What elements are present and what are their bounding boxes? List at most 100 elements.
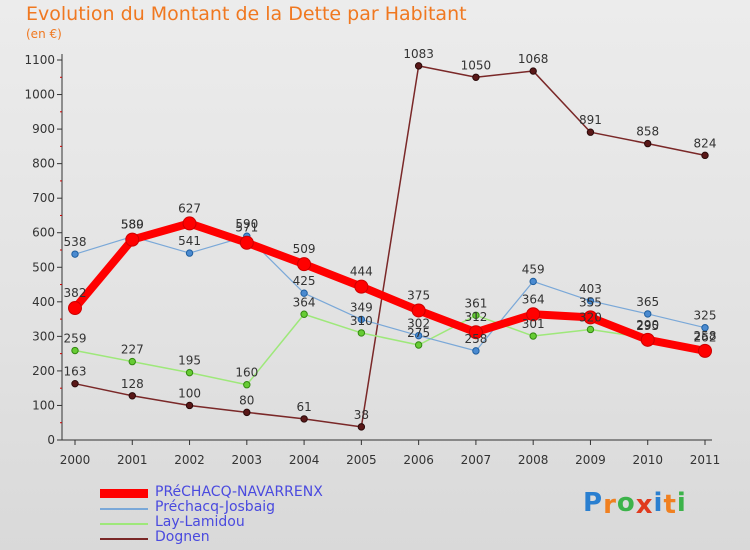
brand-letter: t (663, 490, 677, 520)
data-point (644, 139, 652, 148)
data-point (468, 325, 483, 340)
data-label: 364 (522, 292, 545, 306)
data-label: 295 (636, 319, 659, 333)
data-label: 259 (64, 332, 87, 346)
data-label: 571 (235, 221, 258, 235)
data-label: 290 (636, 318, 659, 332)
data-point (586, 297, 595, 305)
data-label: 509 (293, 242, 316, 256)
data-point (182, 216, 197, 231)
data-label: 160 (235, 366, 258, 380)
data-point (357, 423, 366, 431)
data-point (701, 324, 709, 332)
data-point (701, 151, 709, 160)
data-label: 227 (121, 343, 144, 357)
legend-swatch (100, 489, 148, 498)
y-tick-label: 1000 (24, 88, 55, 102)
data-label: 80 (239, 393, 254, 407)
data-point (411, 303, 426, 318)
series-line-2 (74, 235, 706, 352)
legend: PRéCHACQ-NAVARRENX Préchacq-Josbaig Lay-… (100, 484, 400, 546)
data-label: 403 (579, 282, 602, 296)
data-point (472, 311, 480, 319)
x-tick-label: 2000 (60, 453, 91, 467)
series-line-3 (71, 219, 706, 355)
brand-letter: i (653, 488, 664, 518)
data-point (354, 279, 369, 294)
data-label: 382 (64, 286, 87, 300)
x-tick-label: 2010 (632, 453, 663, 467)
data-point (414, 62, 423, 70)
data-label: 163 (64, 365, 87, 379)
data-point (529, 332, 537, 340)
data-point (71, 379, 79, 388)
x-tick-label: 2004 (289, 453, 320, 467)
data-point (586, 325, 595, 334)
y-tick-label: 1100 (24, 53, 55, 67)
data-point (243, 381, 251, 389)
data-point (239, 235, 254, 250)
data-point (414, 341, 423, 349)
data-label: 312 (464, 310, 487, 324)
data-point (586, 128, 595, 136)
y-tick-label: 0 (47, 433, 55, 447)
legend-swatch (100, 508, 148, 510)
y-tick-label: 400 (32, 295, 55, 309)
data-label: 824 (694, 136, 717, 150)
data-label: 258 (464, 332, 487, 346)
data-label: 444 (350, 265, 373, 279)
data-label: 361 (464, 296, 487, 310)
data-label: 365 (636, 295, 659, 309)
data-point (414, 331, 423, 340)
data-point (300, 415, 308, 423)
x-tick-label: 2002 (174, 453, 205, 467)
data-point (529, 277, 537, 286)
chart-unit: (en €) (26, 27, 62, 41)
y-tick-label: 500 (32, 260, 55, 274)
data-point (526, 307, 541, 322)
data-label: 302 (407, 317, 430, 331)
legend-item-prechacq-josbaig: Préchacq-Josbaig (100, 499, 400, 516)
data-label: 364 (293, 295, 316, 309)
legend-label: PRéCHACQ-NAVARRENX (155, 484, 323, 500)
data-point (300, 289, 308, 297)
legend-item-dognen: Dognen (100, 529, 400, 546)
y-tick-label: 700 (32, 191, 55, 205)
data-point (640, 332, 655, 347)
data-label: 262 (694, 330, 717, 344)
data-label: 100 (178, 386, 201, 400)
y-tick-label: 600 (32, 226, 55, 240)
brand-letter: x (635, 490, 654, 520)
data-label: 538 (64, 235, 87, 249)
data-label: 320 (579, 310, 602, 324)
data-label: 355 (579, 295, 602, 309)
data-label: 195 (178, 354, 201, 368)
data-point (71, 346, 79, 355)
data-label: 325 (694, 309, 717, 323)
brand-letter: r (603, 490, 617, 520)
brand-letter: o (616, 488, 636, 518)
data-label: 541 (178, 234, 201, 248)
x-tick-label: 2007 (461, 453, 492, 467)
data-point (529, 67, 537, 75)
data-label: 425 (293, 274, 316, 288)
series-line-1 (74, 313, 706, 386)
data-point (243, 408, 251, 417)
x-tick-label: 2008 (518, 453, 549, 467)
data-point (185, 249, 194, 257)
legend-item-precachq-navarrenx: PRéCHACQ-NAVARRENX (100, 484, 400, 501)
brand-logo: Proxiti (583, 488, 687, 520)
data-point (357, 315, 366, 324)
x-tick-label: 2011 (690, 453, 721, 467)
chart-title: Evolution du Montant de la Dette par Hab… (26, 3, 467, 25)
legend-item-lay-lamidou: Lay-Lamidou (100, 514, 400, 531)
data-point (297, 257, 312, 272)
data-label: 858 (636, 125, 659, 139)
x-tick-label: 2005 (346, 453, 377, 467)
data-label: 128 (121, 377, 144, 391)
data-label: 580 (121, 218, 144, 232)
x-tick-label: 2006 (403, 453, 434, 467)
data-point (68, 301, 82, 316)
data-label: 310 (350, 314, 373, 328)
data-label: 275 (407, 326, 430, 340)
